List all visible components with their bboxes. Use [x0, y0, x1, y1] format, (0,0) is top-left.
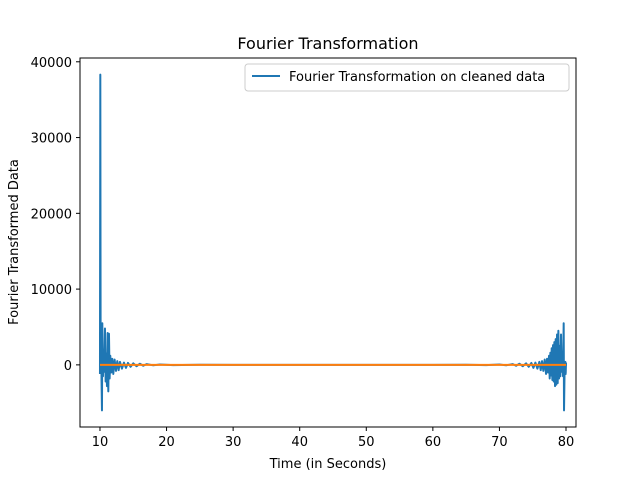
y-axis-label: Fourier Transformed Data — [7, 159, 22, 325]
x-tick-label: 60 — [425, 435, 442, 450]
x-axis: 10 20 30 40 50 60 70 80 — [92, 427, 575, 450]
x-tick-label: 30 — [225, 435, 242, 450]
y-axis: 0 10000 20000 30000 40000 — [31, 56, 80, 374]
y-tick-label: 20000 — [31, 207, 72, 222]
y-tick-label: 30000 — [31, 132, 72, 147]
legend-label: Fourier Transformation on cleaned data — [289, 70, 545, 85]
x-tick-label: 80 — [558, 435, 575, 450]
x-tick-label: 50 — [358, 435, 375, 450]
x-tick-label: 20 — [158, 435, 175, 450]
x-tick-label: 40 — [291, 435, 308, 450]
legend-box — [244, 63, 570, 92]
x-tick-label: 10 — [92, 435, 109, 450]
x-axis-label: Time (in Seconds) — [269, 457, 387, 472]
plot-frame — [79, 57, 577, 428]
y-tick-label: 40000 — [31, 56, 72, 71]
y-tick-label: 10000 — [31, 283, 72, 298]
series-line-1 — [98, 73, 568, 412]
chart-title: Fourier Transformation — [237, 34, 418, 53]
plot-area — [98, 73, 568, 412]
x-tick-label: 70 — [491, 435, 508, 450]
y-tick-label: 0 — [64, 359, 72, 374]
legend: Fourier Transformation on cleaned data — [244, 63, 570, 92]
